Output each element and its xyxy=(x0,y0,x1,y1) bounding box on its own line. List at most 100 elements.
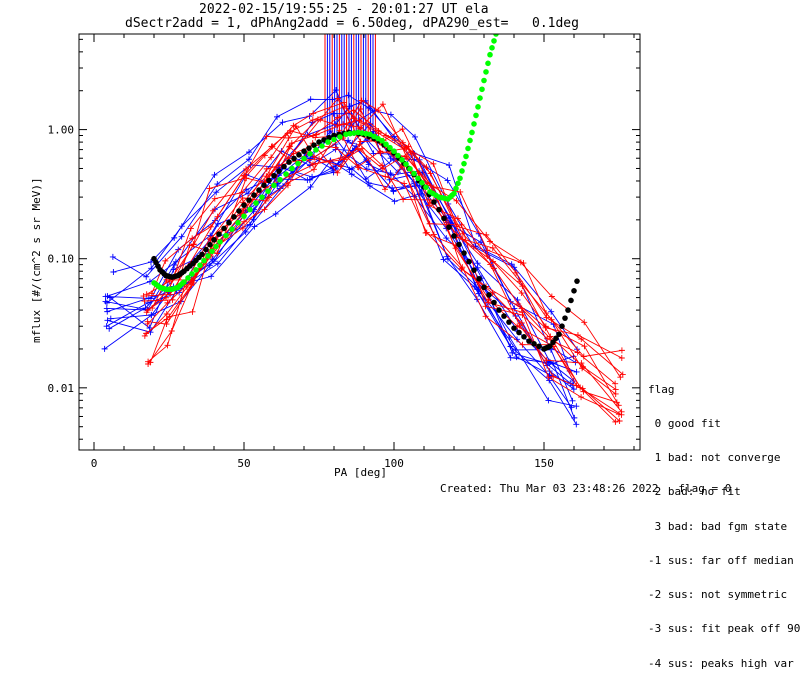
fit-curve-dot xyxy=(511,325,517,331)
fit-curve-dot xyxy=(451,190,457,197)
flag-value: flag = 0 xyxy=(678,482,732,495)
data-point-marker xyxy=(163,294,170,301)
data-point-marker xyxy=(143,330,150,337)
data-point-marker xyxy=(573,421,580,428)
data-point-marker xyxy=(210,258,217,265)
fit-curve-dot xyxy=(247,206,253,213)
data-point-marker xyxy=(387,170,394,177)
fit-curve-dot xyxy=(471,267,477,273)
data-point-marker xyxy=(365,104,372,111)
data-point-marker xyxy=(357,124,364,131)
data-point-marker xyxy=(243,175,250,182)
x-tick-label: 0 xyxy=(91,457,98,470)
chart-title-line2: dSectr2add = 1, dPhAng2add = 6.50deg, dP… xyxy=(125,16,579,31)
fit-curve-dot xyxy=(326,134,332,141)
data-point-marker xyxy=(268,154,275,161)
fit-curve-dot xyxy=(291,155,297,162)
fit-curve-dot xyxy=(571,288,577,294)
legend-entry: 3 bad: bad fgm state xyxy=(648,519,788,533)
data-point-marker xyxy=(307,183,314,190)
fit-curve-dot xyxy=(246,197,252,203)
data-point-marker xyxy=(246,149,253,156)
axis-ticks: 0 50 100 150 0.01 0.10 1.00 xyxy=(48,34,640,470)
fit-curve-dot xyxy=(486,292,492,298)
data-point-marker xyxy=(164,342,171,349)
data-point-marker xyxy=(104,317,111,324)
fit-curve-dot xyxy=(436,206,442,213)
y-axis-label: mflux [#/(cm^2 s sr MeV)] xyxy=(30,177,43,343)
data-point-marker xyxy=(569,397,576,404)
data-point-marker xyxy=(354,164,361,171)
chart-title-line1: 2022-02-15/19:55:25 - 20:01:27 UT ela xyxy=(199,2,489,17)
data-point-marker xyxy=(490,265,497,272)
data-point-marker xyxy=(103,299,110,306)
data-point-marker xyxy=(348,165,355,172)
data-point-marker xyxy=(573,368,580,375)
fit-curve-dot xyxy=(506,319,512,325)
fit-curve-dot xyxy=(491,38,497,44)
fit-curve-dot xyxy=(481,284,487,291)
fit-curve-dot xyxy=(553,335,559,342)
fit-curve-dot xyxy=(209,248,215,255)
fit-curve-dot xyxy=(531,340,537,347)
fit-curve-dot xyxy=(203,246,209,253)
data-point-marker xyxy=(547,333,554,340)
data-point-marker xyxy=(164,299,171,306)
data-point-marker xyxy=(422,229,429,236)
fit-curve-dot xyxy=(574,278,580,284)
data-point-marker xyxy=(400,196,407,203)
data-point-marker xyxy=(262,197,269,204)
data-point-marker xyxy=(387,111,394,118)
fit-curve-dot xyxy=(283,171,289,177)
data-series-line xyxy=(104,159,577,407)
fit-curve-dot xyxy=(181,279,187,285)
data-point-marker xyxy=(187,278,194,285)
fit-curve-dot xyxy=(306,145,312,151)
fit-curve-dot xyxy=(476,275,482,282)
data-point-marker xyxy=(214,260,221,267)
fit-curve-dot xyxy=(463,153,469,160)
data-point-marker xyxy=(618,347,625,354)
legend-entry: -2 sus: not symmetric xyxy=(648,588,788,602)
fit-curve-dot xyxy=(289,165,295,172)
data-point-marker xyxy=(544,335,551,342)
data-point-marker xyxy=(334,122,341,129)
data-point-marker xyxy=(573,403,580,410)
fit-curve-dot xyxy=(491,299,497,306)
fit-curve-dot xyxy=(403,161,409,167)
data-point-marker xyxy=(310,166,317,173)
fit-curve-dot xyxy=(526,338,532,344)
fit-curve-dot xyxy=(226,219,232,226)
fit-curve-dot xyxy=(235,219,241,226)
data-point-marker xyxy=(545,374,552,381)
fit-curve-dot xyxy=(562,315,568,321)
fit-curve-dot xyxy=(467,137,473,144)
fit-curve-dot xyxy=(331,136,337,143)
data-point-marker xyxy=(345,137,352,144)
data-point-marker xyxy=(518,290,525,297)
data-point-marker xyxy=(375,130,382,137)
fit-curve-dot xyxy=(456,241,462,248)
fit-curve-dot xyxy=(461,160,467,167)
data-point-marker xyxy=(612,386,619,393)
data-point-marker xyxy=(101,345,108,352)
fit-curve-dot xyxy=(211,237,217,243)
data-point-marker xyxy=(578,394,585,401)
data-point-marker xyxy=(163,311,170,318)
data-point-marker xyxy=(206,185,213,192)
fit-curve-dot xyxy=(556,331,562,338)
x-tick-label: 100 xyxy=(384,457,404,470)
fit-curve-dot xyxy=(217,239,223,245)
data-point-marker xyxy=(147,259,154,266)
fit-curve-dot xyxy=(205,253,211,259)
fit-curve-dot xyxy=(271,182,277,189)
data-point-marker xyxy=(403,154,410,161)
fit-curve-dot xyxy=(266,177,272,184)
plot-content xyxy=(101,34,626,428)
data-point-marker xyxy=(172,258,179,265)
data-point-marker xyxy=(454,215,461,222)
fit-curve-dot xyxy=(391,148,397,155)
data-point-marker xyxy=(103,305,110,312)
y-tick-label: 1.00 xyxy=(48,124,75,137)
fit-curve-dot xyxy=(419,179,425,186)
